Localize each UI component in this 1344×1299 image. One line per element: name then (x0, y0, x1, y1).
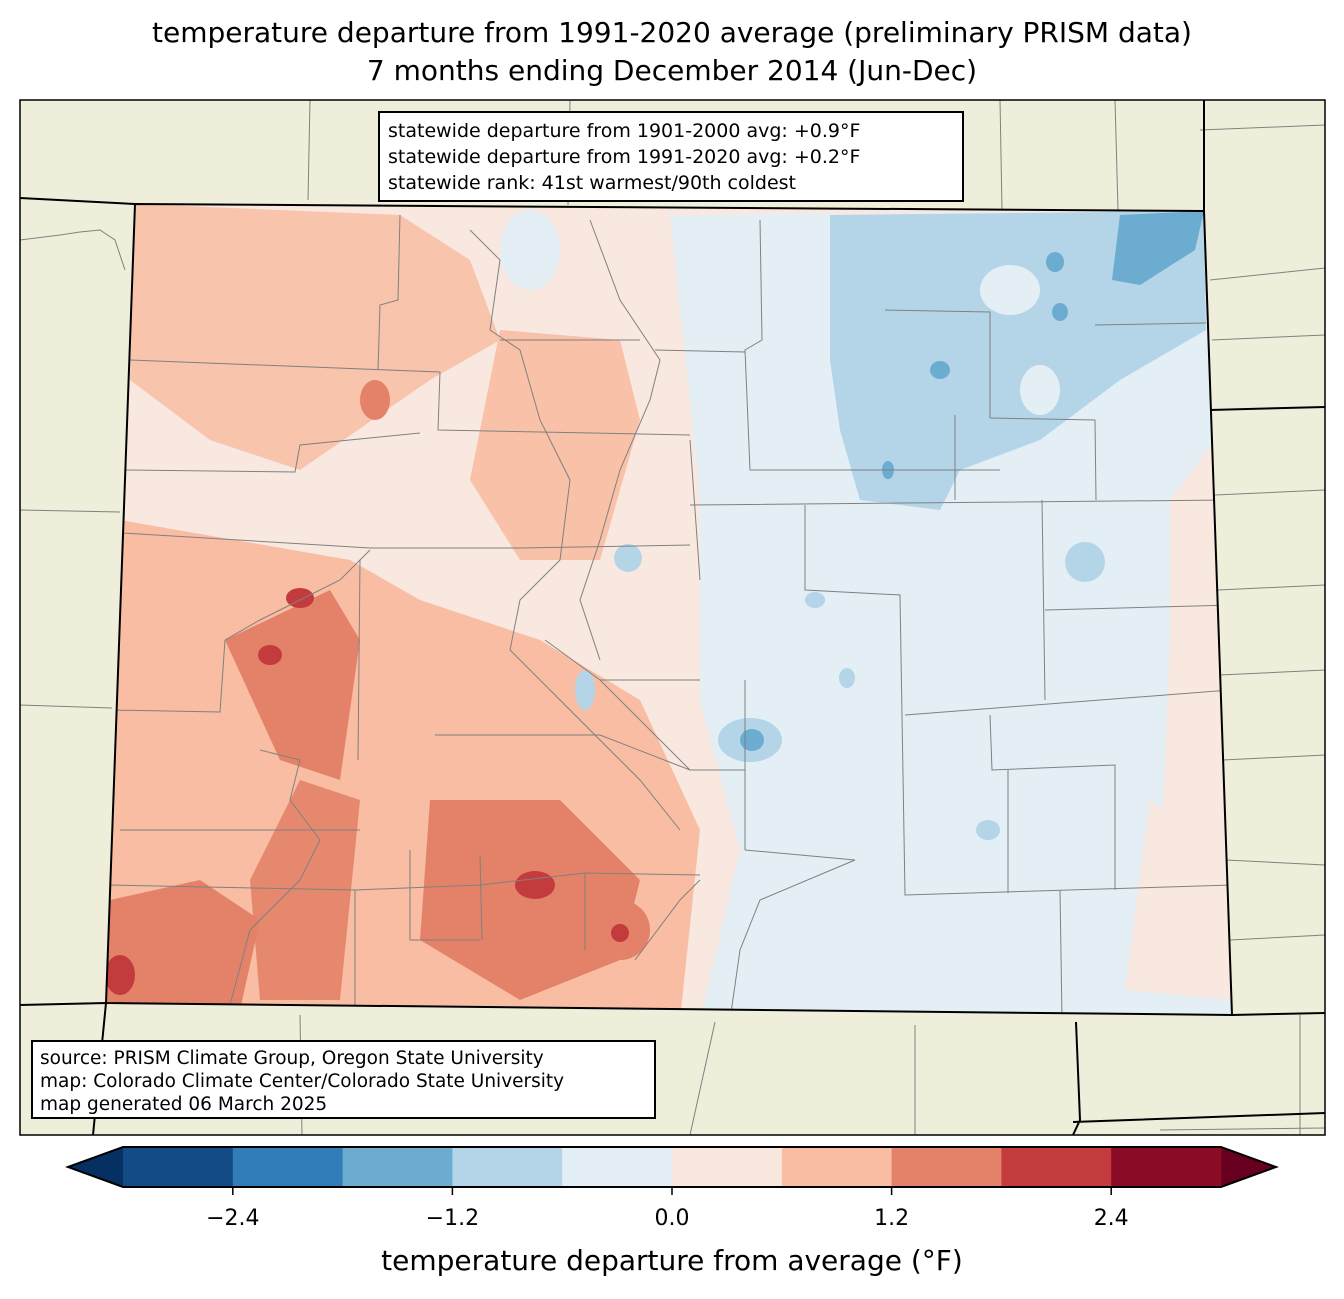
colorbar-tick-label: −2.4 (206, 1206, 260, 1231)
credits-box: source: PRISM Climate Group, Oregon Stat… (31, 1040, 656, 1119)
colorbar-tick-label: 1.2 (874, 1206, 910, 1231)
map-frame (19, 99, 1326, 1136)
colorado-departure-field (106, 204, 1232, 1015)
colorado-boundary (104, 202, 1234, 1017)
credit-source: source: PRISM Climate Group, Oregon Stat… (40, 1048, 544, 1069)
colorbar-bin (562, 1147, 673, 1187)
colorbar-label: temperature departure from average (°F) (381, 1244, 963, 1277)
colorbar-bin (1001, 1147, 1112, 1187)
stats-departure-1991-2020: statewide departure from 1991-2020 avg: … (388, 146, 861, 168)
colorbar-tick-label: 2.4 (1093, 1206, 1129, 1231)
credit-map: map: Colorado Climate Center/Colorado St… (40, 1071, 565, 1092)
colorbar-under-extension (68, 1147, 123, 1187)
colorbar-bin (781, 1147, 893, 1187)
statewide-stats-box: statewide departure from 1901-2000 avg: … (378, 111, 964, 202)
colorbar-tick-label: 0.0 (654, 1206, 690, 1231)
colorbar-bin (891, 1147, 1002, 1187)
colorbar-over-extension (1221, 1147, 1276, 1187)
colorbar-tick-label: −1.2 (425, 1206, 480, 1231)
title-line-1: temperature departure from 1991-2020 ave… (152, 16, 1192, 49)
colorbar-outline (65, 1146, 1279, 1188)
credit-generated: map generated 06 March 2025 (40, 1094, 328, 1115)
colorbar-bin (123, 1147, 234, 1187)
colorbar-bin (342, 1147, 453, 1187)
stats-rank: statewide rank: 41st warmest/90th coldes… (388, 172, 797, 194)
title-line-2: 7 months ending December 2014 (Jun-Dec) (366, 54, 978, 87)
colorbar-bin (672, 1147, 783, 1187)
colorbar-bin (452, 1147, 563, 1187)
colorbar-bin (1111, 1147, 1222, 1187)
colorbar-bin (232, 1147, 344, 1187)
stats-departure-1901-2000: statewide departure from 1901-2000 avg: … (388, 120, 861, 142)
colorbar (65, 1146, 1279, 1195)
